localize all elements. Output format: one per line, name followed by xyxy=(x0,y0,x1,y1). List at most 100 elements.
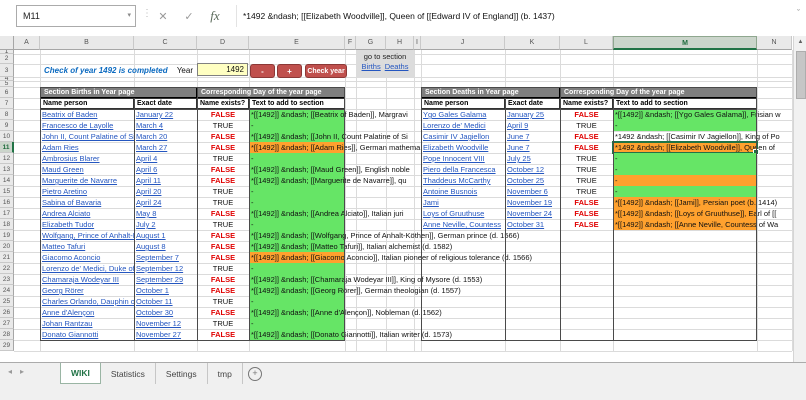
births-date-link[interactable]: July 2 xyxy=(136,220,156,229)
row-header-27[interactable]: 27 xyxy=(0,318,14,329)
births-date-link[interactable]: October 1 xyxy=(136,286,169,295)
deaths-exists-cell[interactable]: FALSE xyxy=(574,143,599,152)
births-date-link[interactable]: January 22 xyxy=(136,110,174,119)
row-header-3[interactable]: 3 xyxy=(0,64,14,77)
row-header-11[interactable]: 11 xyxy=(0,142,14,153)
births-exists-cell[interactable]: TRUE xyxy=(212,220,234,229)
year-input[interactable]: 1492 xyxy=(197,63,248,76)
births-link[interactable]: Births xyxy=(361,62,381,71)
deaths-exists-cell[interactable]: TRUE xyxy=(576,176,597,185)
scroll-up-icon[interactable]: ▲ xyxy=(797,39,804,45)
births-name-link[interactable]: Adam Ries xyxy=(42,143,79,152)
births-date-link[interactable]: November 12 xyxy=(136,319,182,328)
births-name-link[interactable]: Charles Orlando, Dauphin of xyxy=(42,297,134,306)
name-box[interactable]: M11 ▾ xyxy=(16,5,136,27)
sheet-tab-settings[interactable]: Settings xyxy=(156,363,208,384)
births-exists-cell[interactable]: TRUE xyxy=(212,264,234,273)
births-text-cell[interactable]: - xyxy=(251,319,254,328)
births-exists-cell[interactable]: TRUE xyxy=(212,121,234,130)
births-text-cell[interactable]: - xyxy=(251,220,254,229)
row-header-18[interactable]: 18 xyxy=(0,219,14,230)
row-header-19[interactable]: 19 xyxy=(0,230,14,241)
column-header-H[interactable]: H xyxy=(386,36,414,50)
deaths-date-link[interactable]: November 19 xyxy=(507,198,553,207)
births-date-link[interactable]: April 11 xyxy=(136,176,161,185)
deaths-name-link[interactable]: Piero della Francesca xyxy=(423,165,496,174)
row-header-17[interactable]: 17 xyxy=(0,208,14,219)
births-exists-cell[interactable]: FALSE xyxy=(210,308,236,317)
deaths-name-link[interactable]: Thaddeus McCarthy xyxy=(423,176,491,185)
row-header-10[interactable]: 10 xyxy=(0,131,14,142)
deaths-date-link[interactable]: July 25 xyxy=(507,154,531,163)
births-text-cell[interactable]: *[[1492]] &ndash; [[Giacomo Aconcio]], I… xyxy=(251,253,533,262)
deaths-date-link[interactable]: June 7 xyxy=(507,132,530,141)
deaths-text-cell[interactable]: *[[1492]] &ndash; [[Ygo Gales Galama]], … xyxy=(615,110,781,119)
births-name-link[interactable]: Ambrosius Blarer xyxy=(42,154,100,163)
births-name-link[interactable]: Lorenzo de' Medici, Duke of U xyxy=(42,264,134,273)
deaths-date-link[interactable]: October 12 xyxy=(507,165,545,174)
births-date-link[interactable]: April 24 xyxy=(136,198,162,207)
select-all-corner[interactable] xyxy=(0,36,14,50)
deaths-exists-cell[interactable]: FALSE xyxy=(574,110,599,119)
row-header-5[interactable]: 5 xyxy=(0,81,14,87)
insert-function-icon[interactable]: fx xyxy=(210,8,220,23)
deaths-date-link[interactable]: January 25 xyxy=(507,110,545,119)
births-exists-cell[interactable]: FALSE xyxy=(210,253,236,262)
row-header-12[interactable]: 12 xyxy=(0,153,14,164)
year-decrement-button[interactable]: - xyxy=(250,64,275,78)
row-header-1[interactable]: 1 xyxy=(0,50,14,54)
births-date-link[interactable]: April 4 xyxy=(136,154,158,163)
deaths-name-link[interactable]: Anne Neville, Countess xyxy=(423,220,501,229)
deaths-exists-cell[interactable]: TRUE xyxy=(576,165,597,174)
births-date-link[interactable]: August 8 xyxy=(136,242,166,251)
expand-formula-bar-icon[interactable]: ˇ xyxy=(797,8,800,18)
births-exists-cell[interactable]: TRUE xyxy=(212,198,234,207)
births-name-link[interactable]: Chamaraja Wodeyar III xyxy=(42,275,119,284)
row-header-24[interactable]: 24 xyxy=(0,285,14,296)
births-exists-cell[interactable]: FALSE xyxy=(210,209,236,218)
deaths-text-cell[interactable]: - xyxy=(615,165,618,174)
row-header-8[interactable]: 8 xyxy=(0,109,14,120)
row-header-20[interactable]: 20 xyxy=(0,241,14,252)
deaths-exists-cell[interactable]: FALSE xyxy=(574,220,599,229)
deaths-name-link[interactable]: Jami xyxy=(423,198,439,207)
births-exists-cell[interactable]: FALSE xyxy=(210,231,236,240)
deaths-date-link[interactable]: October 31 xyxy=(507,220,545,229)
births-exists-cell[interactable]: TRUE xyxy=(212,297,234,306)
row-header-7[interactable]: 7 xyxy=(0,98,14,109)
births-text-cell[interactable]: - xyxy=(251,187,254,196)
deaths-text-cell[interactable]: *[[1492]] &ndash; [[Jami]], Persian poet… xyxy=(615,198,778,207)
check-year-button[interactable]: Check year xyxy=(305,64,347,78)
births-date-link[interactable]: April 20 xyxy=(136,187,162,196)
deaths-date-link[interactable]: November 6 xyxy=(507,187,548,196)
deaths-exists-cell[interactable]: TRUE xyxy=(576,121,597,130)
column-header-B[interactable]: B xyxy=(40,36,134,50)
year-increment-button[interactable]: + xyxy=(277,64,302,78)
deaths-name-link[interactable]: Lorenzo de' Medici xyxy=(423,121,486,130)
deaths-text-cell[interactable]: *[[1492]] &ndash; [[Loys of Gruuthuse]],… xyxy=(615,209,777,218)
births-text-cell[interactable]: *[[1492]] &ndash; [[Anne d'Alençon]], No… xyxy=(251,308,442,317)
births-text-cell[interactable]: - xyxy=(251,264,254,273)
births-name-link[interactable]: Georg Rörer xyxy=(42,286,84,295)
births-exists-cell[interactable]: FALSE xyxy=(210,275,236,284)
deaths-text-cell[interactable]: - xyxy=(615,176,618,185)
births-name-link[interactable]: Sabina of Bavaria xyxy=(42,198,102,207)
deaths-date-link[interactable]: June 7 xyxy=(507,143,530,152)
column-header-F[interactable]: F xyxy=(345,36,356,50)
births-name-link[interactable]: Johan Rantzau xyxy=(42,319,93,328)
births-date-link[interactable]: September 29 xyxy=(136,275,184,284)
sheet-tab-tmp[interactable]: tmp xyxy=(208,363,243,384)
row-header-28[interactable]: 28 xyxy=(0,329,14,340)
births-text-cell[interactable]: *[[1492]] &ndash; [[Beatrix of Baden]], … xyxy=(251,110,408,119)
deaths-name-link[interactable]: Loys of Gruuthuse xyxy=(423,209,485,218)
name-box-dropdown-icon[interactable]: ▾ xyxy=(127,12,131,19)
column-header-C[interactable]: C xyxy=(134,36,197,50)
births-text-cell[interactable]: - xyxy=(251,154,254,163)
deaths-name-link[interactable]: Ygo Gales Galama xyxy=(423,110,487,119)
births-date-link[interactable]: May 8 xyxy=(136,209,157,218)
new-sheet-icon[interactable]: + xyxy=(248,367,262,381)
row-header-26[interactable]: 26 xyxy=(0,307,14,318)
births-exists-cell[interactable]: TRUE xyxy=(212,154,234,163)
column-header-K[interactable]: K xyxy=(505,36,560,50)
births-exists-cell[interactable]: FALSE xyxy=(210,330,236,339)
